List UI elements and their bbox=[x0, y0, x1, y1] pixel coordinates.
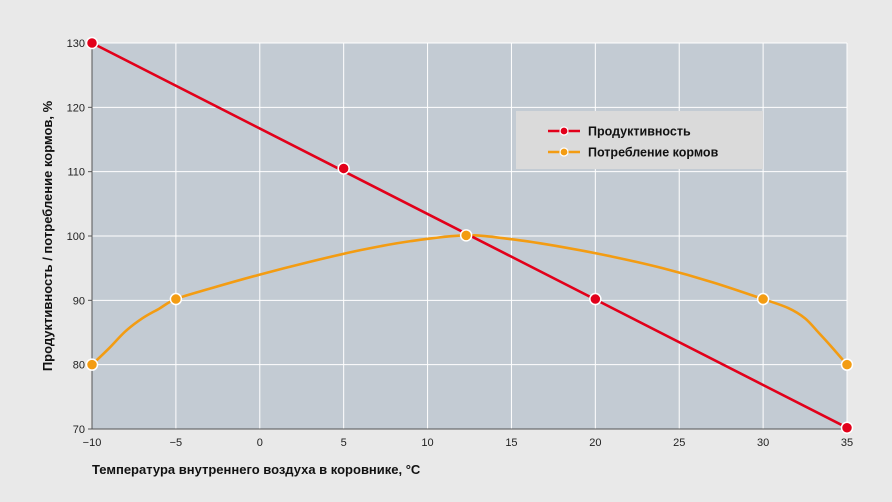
data-point-productivity bbox=[85, 36, 99, 50]
legend-box bbox=[516, 111, 763, 169]
legend-label-feed-intake: Потребление кормов bbox=[588, 146, 719, 160]
x-tick-label: 30 bbox=[757, 437, 769, 449]
x-tick-label: 0 bbox=[257, 437, 263, 449]
x-tick-label: 25 bbox=[673, 437, 685, 449]
x-tick-label: 10 bbox=[421, 437, 433, 449]
y-tick-label: 80 bbox=[73, 360, 85, 372]
data-point-feed-intake bbox=[840, 358, 854, 371]
data-point-productivity bbox=[840, 421, 854, 434]
axes: −10 −5 0 5 10 15 20 25 30 35 70 80 90 100 110 120 130 bbox=[67, 38, 853, 449]
x-tick-label: −10 bbox=[83, 437, 102, 449]
x-tick-label: −5 bbox=[170, 437, 183, 449]
legend-marker-feed-intake bbox=[559, 147, 569, 157]
data-point-feed-intake bbox=[459, 229, 473, 242]
x-tick-label: 20 bbox=[589, 437, 601, 449]
data-point-feed-intake bbox=[169, 292, 183, 306]
y-tick-label: 90 bbox=[73, 295, 85, 307]
y-tick-label: 120 bbox=[67, 102, 85, 114]
data-point-feed-intake bbox=[756, 292, 770, 306]
y-tick-label: 70 bbox=[73, 424, 85, 436]
data-point-productivity bbox=[589, 292, 602, 306]
legend: Продуктивность Потребление кормов bbox=[516, 111, 763, 169]
series-layer bbox=[85, 36, 854, 434]
y-tick-label: 130 bbox=[67, 38, 85, 50]
x-tick-label: 35 bbox=[841, 437, 853, 449]
x-tick-label: 5 bbox=[341, 437, 347, 449]
data-point-productivity bbox=[337, 162, 350, 175]
legend-label-productivity: Продуктивность bbox=[588, 125, 691, 139]
x-axis-title: Температура внутреннего воздуха в коровн… bbox=[92, 462, 421, 477]
y-tick-label: 100 bbox=[67, 231, 85, 243]
data-point-feed-intake bbox=[85, 358, 99, 371]
x-tick-label: 15 bbox=[505, 437, 517, 449]
y-axis-title: Продуктивность / потребление кормов, % bbox=[40, 100, 55, 371]
legend-marker-productivity bbox=[559, 126, 569, 136]
y-tick-label: 110 bbox=[67, 167, 85, 179]
